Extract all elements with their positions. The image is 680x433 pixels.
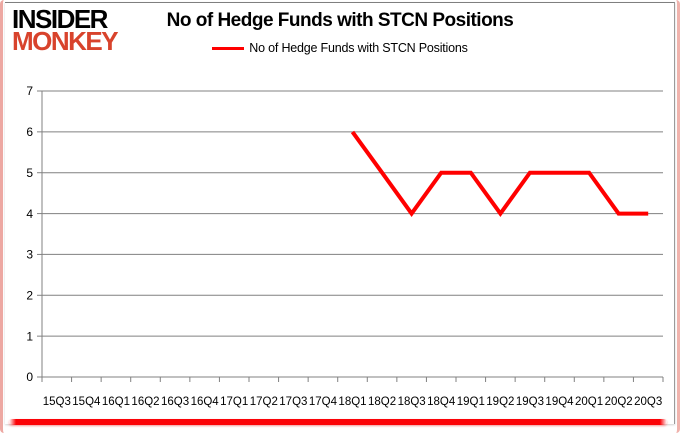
x-tick-label: 20Q3 [634,396,662,408]
axes [37,90,664,382]
logo-text-monkey: MONKEY [12,25,119,56]
y-tick-label: 6 [26,125,33,139]
x-tick-label: 18Q3 [398,396,426,408]
y-tick-label: 0 [26,370,33,384]
logo-text-insider: INSIDER [12,4,108,34]
y-tick-label: 4 [26,207,33,221]
x-tick-label: 16Q1 [102,396,130,408]
x-tick-label: 15Q3 [43,396,71,408]
y-axis-labels: 0 1 2 3 4 5 6 7 [26,84,33,384]
x-tick-label: 19Q4 [545,396,574,408]
bottom-red-bar [9,419,667,425]
x-tick-label: 18Q2 [368,396,396,408]
x-tick-label: 16Q2 [131,396,159,408]
y-tick-label: 3 [26,248,33,262]
x-tick-label: 15Q4 [72,396,101,408]
y-tick-label: 1 [26,329,33,343]
y-tick-label: 7 [26,84,33,98]
x-tick-label: 17Q3 [279,396,307,408]
x-tick-label: 18Q4 [427,396,456,408]
line-chart: 0 1 2 3 4 5 6 7 15Q3 15Q4 16Q1 16Q2 16Q3 16Q4 17Q1 17Q2… [26,84,664,408]
x-tick-label: 19Q3 [516,396,544,408]
chart-legend: No of Hedge Funds with STCN Positions [3,41,677,55]
x-tick-label: 18Q1 [338,396,366,408]
x-tick-label: 16Q3 [161,396,189,408]
x-tick-label: 19Q2 [486,396,514,408]
y-tick-label: 5 [26,166,33,180]
x-tick-label: 19Q1 [457,396,485,408]
header: No of Hedge Funds with STCN Positions No… [3,10,677,55]
gridlines [42,90,663,378]
x-tick-label: 16Q4 [191,396,220,408]
series-line [350,130,649,218]
chart-title: No of Hedge Funds with STCN Positions [166,10,514,31]
chart-frame [5,2,675,424]
x-tick-label: 20Q1 [575,396,603,408]
legend-label: No of Hedge Funds with STCN Positions [249,41,468,55]
y-tick-label: 2 [26,288,33,302]
x-tick-label: 17Q1 [220,396,248,408]
x-tick-label: 20Q2 [605,396,633,408]
legend-line-sample-icon [212,46,245,50]
x-tick-label: 17Q2 [250,396,278,408]
x-axis-labels: 15Q3 15Q4 16Q1 16Q2 16Q3 16Q4 17Q1 17Q2 17Q3 17Q4… [43,396,663,408]
insider-monkey-logo: INSIDER MONKEY [12,4,119,56]
x-tick-label: 17Q4 [309,396,338,408]
